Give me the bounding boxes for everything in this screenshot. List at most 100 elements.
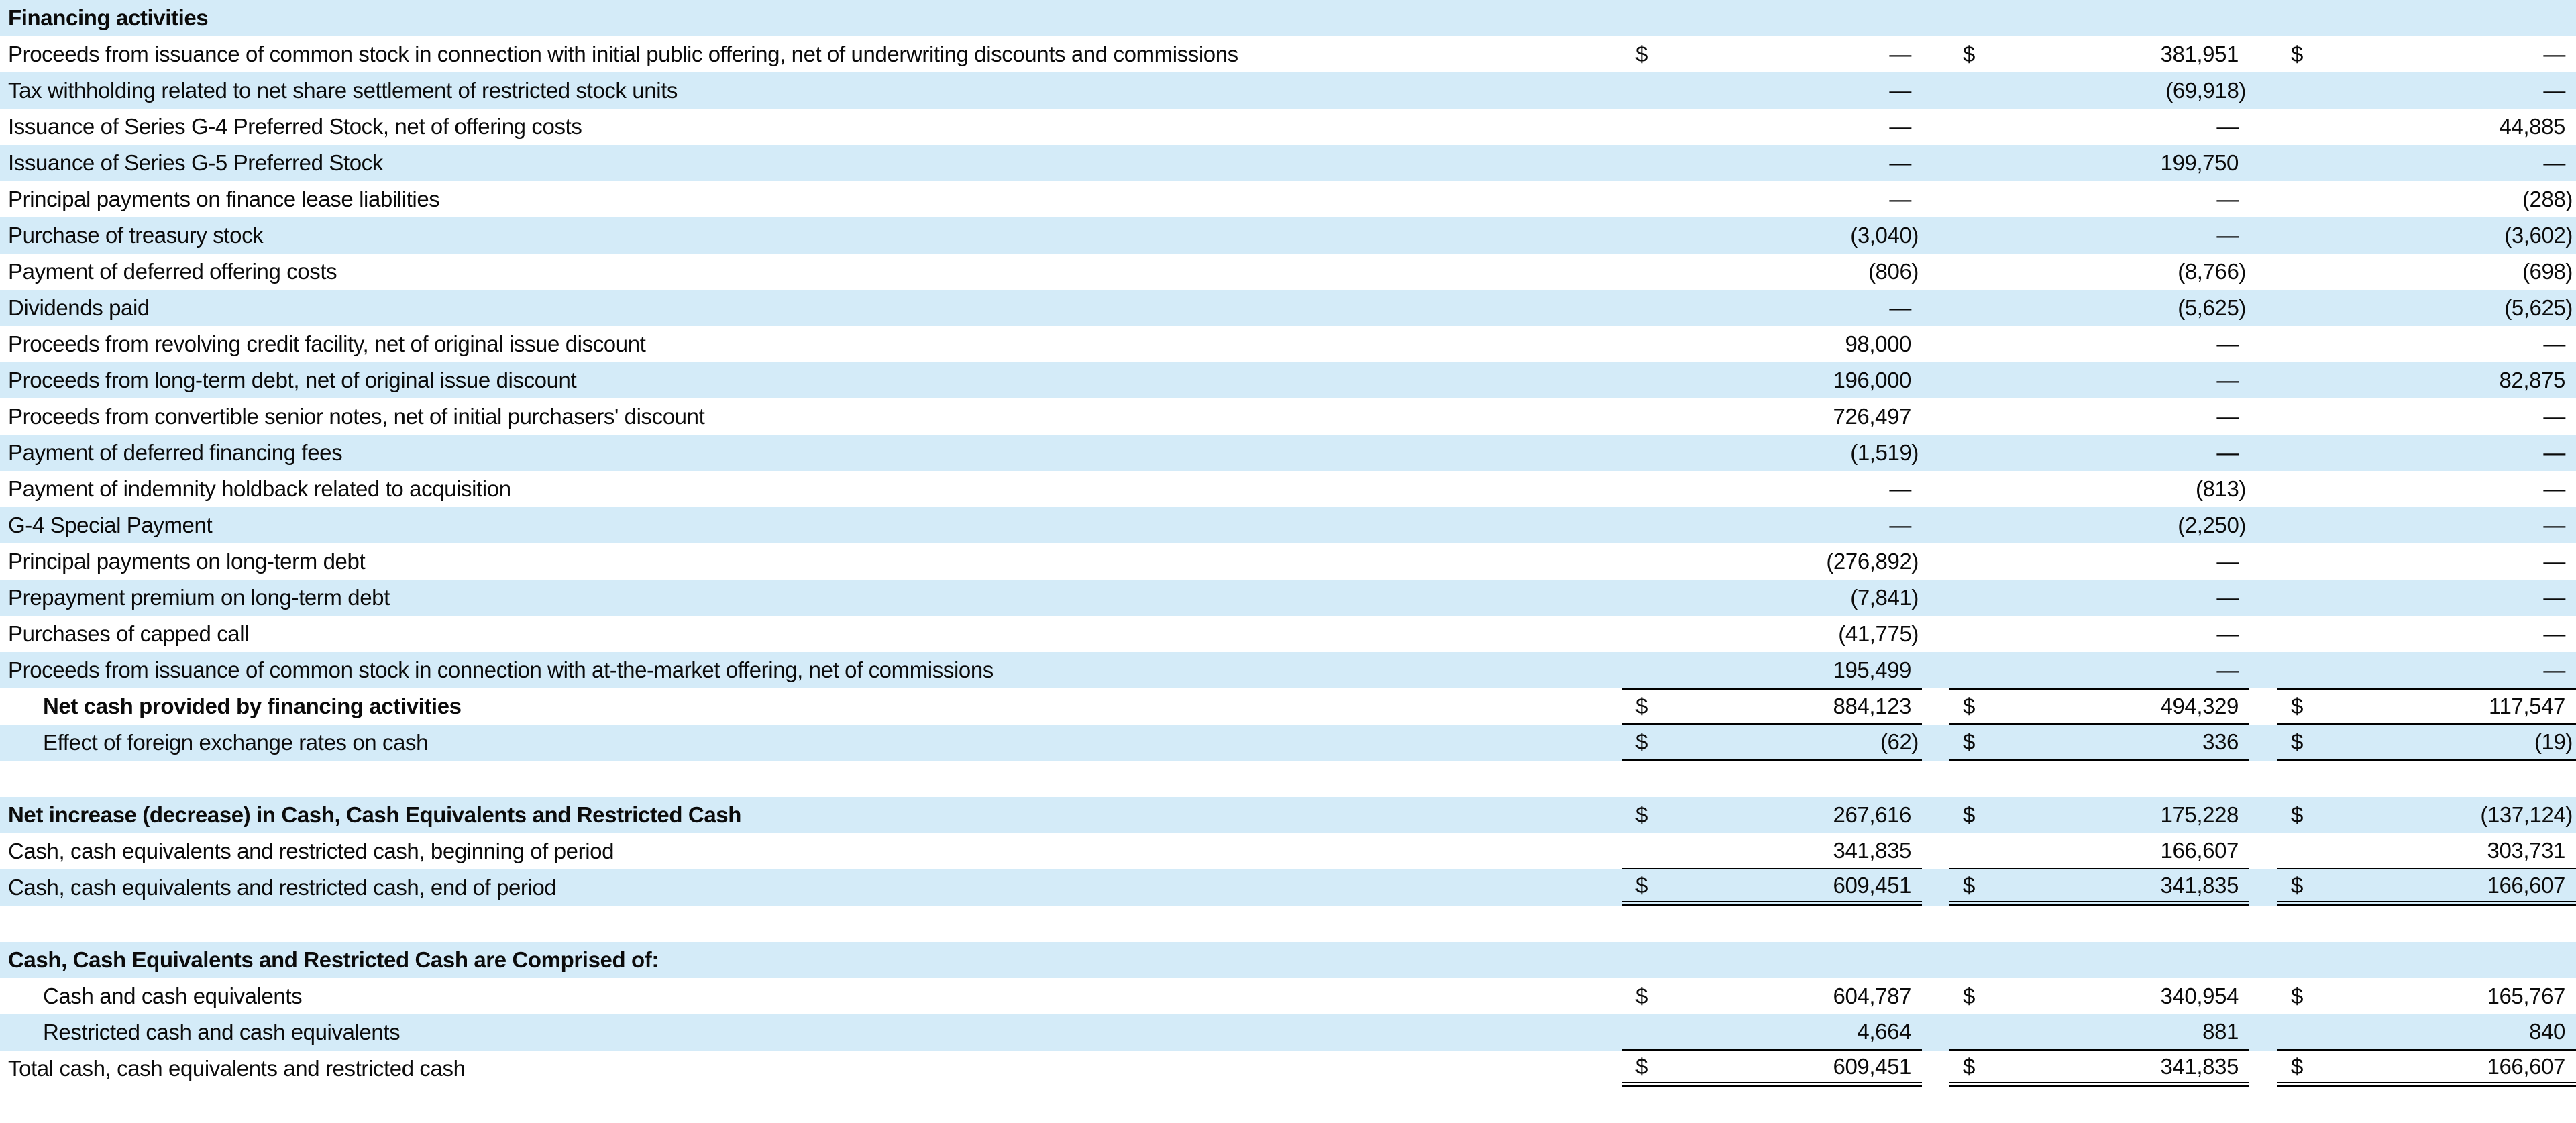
cell-value: 44,885 (2499, 114, 2565, 139)
cell-value: 166,607 (2487, 1053, 2566, 1079)
table-row: Cash, Cash Equivalents and Restricted Ca… (0, 942, 2576, 978)
cell-value: — (2543, 585, 2565, 610)
value-cell (2277, 761, 2576, 797)
table-row: Net cash provided by financing activitie… (0, 688, 2576, 725)
cell-value: (69,918) (2165, 78, 2246, 103)
cell-value: — (1889, 78, 1911, 103)
column-gap (1922, 362, 1949, 398)
cell-value: — (2216, 657, 2239, 682)
column-gap (2249, 906, 2277, 942)
value-cell: $340,954 (1949, 978, 2249, 1014)
column-gap (1922, 471, 1949, 507)
value-cell: (7,841) (1622, 580, 1922, 616)
cell-value: 494,329 (2160, 694, 2239, 718)
column-gap (2249, 217, 2277, 254)
cell-value: (276,892) (1826, 549, 1919, 574)
cell-value: — (2543, 150, 2565, 175)
cell-value: 199,750 (2160, 150, 2239, 175)
column-gap (2249, 833, 2277, 869)
table-row: Dividends paid — (5,625) (5,625) (0, 290, 2576, 326)
column-gap (2249, 435, 2277, 471)
value-cell: 341,835 (1622, 833, 1922, 869)
cell-value: (5,625) (2178, 295, 2246, 320)
column-gap (2249, 362, 2277, 398)
cell-value: 82,875 (2499, 368, 2565, 392)
cell-value: (137,124) (2480, 802, 2573, 827)
value-cell: — (1949, 181, 2249, 217)
cell-value: (3,602) (2504, 223, 2573, 248)
value-cell: $604,787 (1622, 978, 1922, 1014)
column-gap (2249, 72, 2277, 109)
row-label: Proceeds from revolving credit facility,… (8, 331, 646, 356)
column-gap (1922, 290, 1949, 326)
row-label: Prepayment premium on long-term debt (8, 585, 390, 610)
row-label: Proceeds from convertible senior notes, … (8, 404, 705, 429)
table-row: Financing activities (0, 0, 2576, 36)
value-cell: — (2277, 580, 2576, 616)
value-cell: $ — (1622, 36, 1922, 72)
value-cell: — (1949, 217, 2249, 254)
value-cell: $341,835 (1949, 1051, 2249, 1087)
row-label: Restricted cash and cash equivalents (43, 1020, 400, 1045)
cell-value: 196,000 (1833, 368, 1912, 392)
cell-value: (2,250) (2178, 513, 2246, 537)
value-cell: $341,835 (1949, 869, 2249, 906)
cell-value: 884,123 (1833, 694, 1912, 718)
table-row: Payment of deferred financing fees (1,519… (0, 435, 2576, 471)
column-gap (2249, 290, 2277, 326)
row-label: Proceeds from issuance of common stock i… (8, 42, 1238, 66)
value-cell: 303,731 (2277, 833, 2576, 869)
cell-value: (806) (1868, 259, 1919, 284)
value-cell (1622, 761, 1922, 797)
cell-value: 117,547 (2488, 694, 2565, 718)
cell-value: — (1889, 150, 1911, 175)
cell-value: 341,835 (1833, 838, 1912, 863)
value-cell (2277, 0, 2576, 36)
row-label (0, 761, 1622, 797)
column-gap (2249, 761, 2277, 797)
cell-value: (5,625) (2504, 295, 2573, 320)
value-cell: $609,451 (1622, 1051, 1922, 1087)
value-cell (1949, 0, 2249, 36)
column-gap (2249, 543, 2277, 580)
table-row: Payment of deferred offering costs (806) (… (0, 254, 2576, 290)
value-cell: (3,602) (2277, 217, 2576, 254)
cell-value: — (2543, 621, 2565, 646)
cell-value: (813) (2195, 476, 2246, 501)
cell-value: 166,607 (2487, 872, 2566, 898)
value-cell: — (1622, 471, 1922, 507)
column-gap (1922, 580, 1949, 616)
cell-value: (7,841) (1850, 585, 1919, 610)
column-gap (2249, 398, 2277, 435)
table-row: Issuance of Series G-5 Preferred Stock — 1… (0, 145, 2576, 181)
column-gap (1922, 869, 1949, 906)
cell-value: (3,040) (1850, 223, 1919, 248)
column-gap (2249, 109, 2277, 145)
table-row: Proceeds from convertible senior notes, … (0, 398, 2576, 435)
table-row: Effect of foreign exchange rates on cash… (0, 725, 2576, 761)
value-cell (1949, 1087, 2249, 1123)
cell-value: 98,000 (1845, 331, 1911, 356)
value-cell: — (1949, 326, 2249, 362)
cell-value: — (2216, 585, 2239, 610)
cell-value: — (2216, 186, 2239, 211)
dollar-sign: $ (1963, 42, 1975, 66)
column-gap (1922, 616, 1949, 652)
row-label: Payment of deferred financing fees (8, 440, 343, 465)
column-gap (2249, 1051, 2277, 1087)
column-gap (1922, 181, 1949, 217)
column-gap (1922, 0, 1949, 36)
cell-value: (41,775) (1838, 621, 1919, 646)
cell-value: — (2543, 78, 2565, 103)
cell-value: 609,451 (1833, 872, 1912, 898)
column-gap (1922, 797, 1949, 833)
value-cell: $ — (2277, 36, 2576, 72)
value-cell: — (1949, 109, 2249, 145)
dollar-sign: $ (2291, 983, 2303, 1008)
dollar-sign: $ (2291, 1053, 2303, 1079)
table-row: Cash, cash equivalents and restricted ca… (0, 869, 2576, 906)
column-gap (2249, 507, 2277, 543)
column-gap (2249, 688, 2277, 725)
table-row: Cash and cash equivalents $604,787 $340,95… (0, 978, 2576, 1014)
dollar-sign: $ (1635, 694, 1648, 718)
